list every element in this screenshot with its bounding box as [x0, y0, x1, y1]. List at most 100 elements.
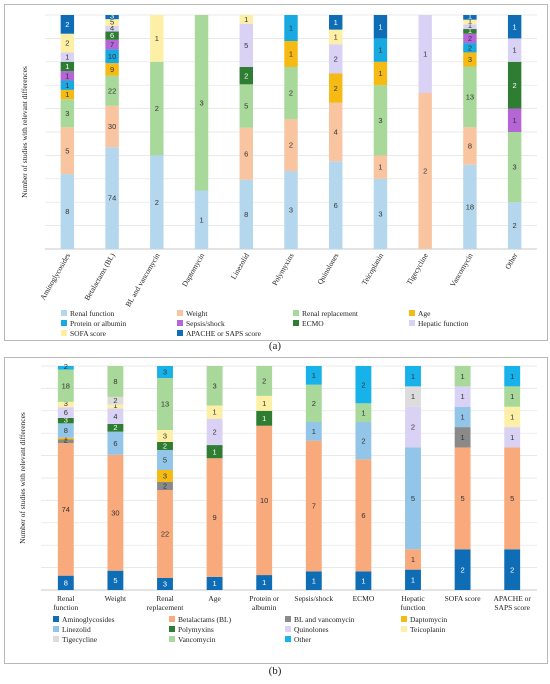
data-label: 2: [289, 89, 293, 98]
data-label: 3: [110, 11, 114, 20]
data-label: 5: [461, 494, 465, 503]
data-label: 2: [312, 399, 316, 408]
bar-segment-ecmo: [507, 61, 522, 109]
data-label: 1: [312, 371, 316, 380]
bar-segment-ecmo: [463, 29, 477, 34]
data-label: 2: [163, 441, 167, 450]
data-label: 2: [510, 565, 514, 574]
bar-segment-polymyxins: [57, 417, 74, 424]
data-label: 1: [113, 401, 117, 410]
data-label: 10: [108, 52, 116, 61]
legend-swatch: [169, 636, 175, 642]
data-label: 8: [244, 210, 248, 219]
data-label: 2: [244, 71, 248, 80]
legend-swatch: [169, 626, 175, 632]
bar-segment-renal-function: [463, 164, 477, 249]
bar-segment-betalactams-bl: [206, 458, 223, 577]
legend-item-teicoplanin: Teicoplanin: [410, 625, 446, 634]
data-label: 30: [108, 122, 116, 131]
data-label: 8: [468, 142, 472, 151]
data-label: 6: [110, 31, 114, 40]
legend-item-apache-or-saps-score: APACHE or SAPS score: [186, 329, 262, 338]
bar-segment-weight: [60, 127, 75, 175]
bar-segment-renal-replacement: [463, 66, 477, 128]
data-label: 2: [113, 396, 117, 405]
data-label: 1: [334, 18, 338, 27]
bar-segment-protein-or-albumin: [463, 43, 477, 53]
data-label: 1: [510, 413, 514, 422]
bar-segment-weight: [284, 119, 298, 171]
data-label: 3: [163, 472, 167, 481]
data-label: 30: [111, 508, 119, 517]
data-label: 1: [155, 34, 159, 43]
data-label: 1: [65, 62, 69, 71]
bar-segment-aminoglycosides: [57, 575, 74, 590]
legend-swatch: [401, 616, 407, 622]
bar-segment-protein-or-albumin: [284, 15, 298, 41]
x-tick-label: Other: [503, 251, 520, 271]
legend-item-polymyxins: Polymyxins: [178, 625, 214, 634]
data-label: 1: [378, 69, 382, 78]
x-tick-label: Vancomycin: [448, 251, 475, 288]
legend-item-quinolones: Quinolones: [294, 625, 329, 634]
data-label: 1: [461, 392, 465, 401]
data-label: 3: [64, 399, 68, 408]
bar-segment-quinolones: [454, 386, 471, 407]
bar-segment-age: [60, 89, 75, 100]
legend-item-hepatic-function: Hepatic function: [418, 319, 468, 328]
bar-segment-daptomycin: [157, 470, 173, 482]
bar-segment-teicoplanin: [107, 404, 124, 409]
stacked-bar-chart-a: Number of studies with relevant differen…: [20, 11, 537, 338]
legend-swatch: [177, 310, 183, 316]
data-label: 1: [468, 16, 472, 25]
data-label: 1: [468, 21, 472, 30]
bar-segment-sepsis-shock: [60, 71, 75, 81]
bar-segment-other: [504, 366, 521, 387]
x-tick-label: Sepsis/shock: [294, 594, 333, 603]
bar-segment-ecmo: [239, 67, 253, 85]
data-label: 2: [334, 84, 338, 93]
bar-segment-renal-replacement: [194, 15, 209, 191]
data-label: 3: [213, 381, 217, 390]
bar-segment-polymyxins: [256, 410, 273, 426]
x-tick-label: Linezolid: [229, 251, 251, 281]
data-label: 2: [155, 198, 159, 207]
legend-swatch: [177, 330, 183, 336]
data-label: 2: [361, 380, 365, 389]
bar-segment-renal-replacement: [60, 99, 75, 128]
bar-segment-renal-function: [194, 190, 209, 249]
bar-segment-weight: [463, 127, 477, 165]
bar-segment-renal-function: [239, 179, 253, 249]
y-axis-label: Number of studies with relevant differen…: [20, 66, 29, 198]
legend-item-age: Age: [418, 309, 431, 318]
bar-segment-renal-replacement: [105, 75, 119, 106]
data-label: 5: [411, 494, 415, 503]
bar-segment-quinolones: [504, 427, 521, 448]
bar-segment-renal-function: [60, 174, 75, 249]
bar-segment-aminoglycosides: [305, 571, 322, 590]
legend-item-other: Other: [294, 635, 312, 644]
data-label: 5: [65, 146, 69, 155]
bar-segment-polymyxins: [157, 442, 173, 450]
bar-segment-vancomycin: [355, 403, 372, 422]
data-label: 9: [213, 513, 217, 522]
data-label: 1: [289, 24, 293, 33]
legend-item-sofa-score: SOFA score: [70, 329, 107, 338]
legend-item-linezolid: Linezolid: [62, 625, 91, 634]
legend-item-protein-or-albumin: Protein or albumin: [70, 319, 126, 328]
bar-segment-age: [284, 41, 298, 67]
data-label: 1: [312, 427, 316, 436]
bar-segment-sepsis-shock: [507, 108, 522, 132]
data-label: 2: [65, 39, 69, 48]
data-label: 2: [289, 141, 293, 150]
data-label: 1: [461, 413, 465, 422]
bar-segment-betalactams-bl: [504, 447, 521, 550]
bar-segment-renal-replacement: [150, 61, 164, 156]
bar-segment-vancomycin: [107, 366, 124, 397]
data-label: 1: [262, 578, 266, 587]
bar-segment-vancomycin: [305, 384, 322, 422]
data-label: 1: [312, 576, 316, 585]
x-tick-label: Protein or albumin: [249, 594, 279, 612]
x-tick-label: SOFA score: [445, 594, 482, 603]
bar-segment-renal-replacement: [239, 84, 253, 128]
